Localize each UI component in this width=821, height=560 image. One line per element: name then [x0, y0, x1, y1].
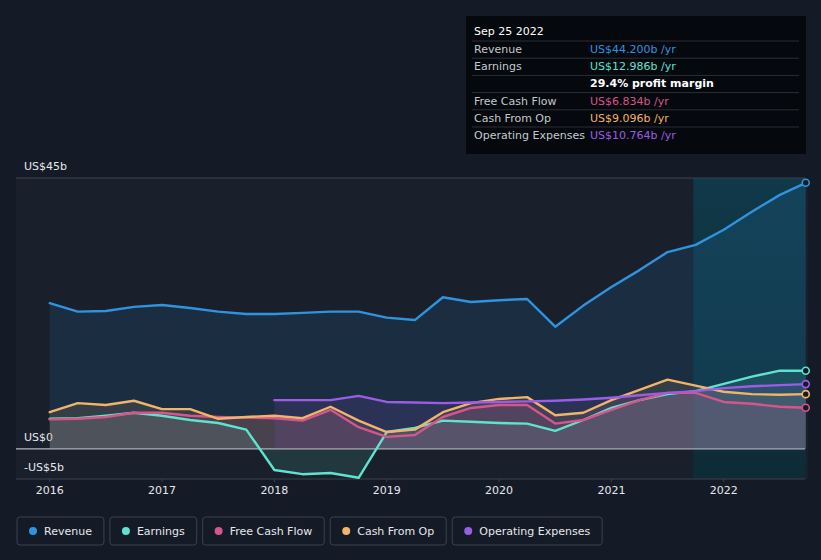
tooltip-value: US$9.096b /yr: [590, 112, 669, 125]
legend-label: Free Cash Flow: [230, 525, 313, 538]
x-tick-label: 2021: [597, 484, 625, 497]
x-tick: [49, 479, 50, 482]
x-tick: [499, 479, 500, 482]
area: [274, 384, 805, 449]
tooltip-value: US$6.834b /yr: [590, 95, 669, 108]
legend-box: [330, 517, 446, 545]
end-point: [802, 381, 809, 388]
plot-area: [16, 178, 808, 479]
legend-box: [17, 517, 104, 545]
line: [50, 380, 806, 432]
line: [274, 384, 805, 403]
legend-box: [203, 517, 325, 545]
legend-item: Operating Expenses: [452, 517, 602, 545]
legend-swatch: [122, 527, 130, 535]
legend-item: Revenue: [17, 517, 104, 545]
legend-label: Earnings: [137, 525, 185, 538]
tooltip-separator: [472, 109, 799, 110]
line: [50, 393, 806, 437]
tooltip-box: [466, 16, 806, 154]
legend-box: [110, 517, 197, 545]
x-tick: [274, 479, 275, 482]
legend-box: [452, 517, 602, 545]
legend-swatch: [464, 527, 472, 535]
tooltip-separator: [472, 92, 799, 93]
legend-item: Earnings: [110, 517, 197, 545]
area: [50, 371, 806, 478]
x-tick-label: 2017: [148, 484, 176, 497]
x-tick-label: 2020: [485, 484, 513, 497]
end-point: [802, 367, 809, 374]
tooltip-label: Operating Expenses: [474, 129, 585, 142]
y-tick-label: US$0: [24, 431, 53, 444]
legend-swatch: [29, 527, 37, 535]
area: [50, 183, 806, 449]
line: [50, 183, 806, 327]
x-tick-label: 2016: [36, 484, 64, 497]
grid-line: [16, 178, 805, 179]
legend-swatch: [215, 527, 223, 535]
tooltip-value: US$10.764b /yr: [590, 129, 676, 142]
area: [50, 380, 806, 449]
tooltip-value: 29.4% profit margin: [590, 77, 714, 90]
chart: -US$5b US$0 US$45b 2016 2017 2018 2019 2020 2021…: [0, 0, 821, 560]
y-tick-label: -US$5b: [24, 461, 64, 474]
grid-line: [16, 479, 805, 480]
tooltip-value: US$44.200b /yr: [590, 43, 676, 56]
tooltip-label: Revenue: [474, 43, 522, 56]
legend-item: Cash From Op: [330, 517, 446, 545]
y-tick-label: US$45b: [24, 160, 67, 173]
axis-line: [16, 479, 805, 480]
tooltip-label: Earnings: [474, 60, 522, 73]
line: [50, 371, 806, 478]
x-tick: [723, 479, 724, 482]
series-group: [50, 183, 806, 478]
x-tick: [162, 479, 163, 482]
tooltip-label: Free Cash Flow: [474, 95, 557, 108]
x-tick-label: 2019: [373, 484, 401, 497]
end-point: [802, 404, 809, 411]
tooltip-separator: [472, 41, 799, 42]
legend-item: Free Cash Flow: [203, 517, 325, 545]
end-point: [802, 391, 809, 398]
x-tick: [386, 479, 387, 482]
tooltip-separator: [472, 75, 799, 76]
x-tick: [611, 479, 612, 482]
tooltip-label: Cash From Op: [474, 112, 551, 125]
tooltip-date: Sep 25 2022: [474, 25, 544, 38]
legend-label: Revenue: [44, 525, 92, 538]
end-point: [802, 179, 809, 186]
legend-label: Cash From Op: [357, 525, 434, 538]
legend-swatch: [342, 527, 350, 535]
background: [0, 0, 821, 560]
tooltip-value: US$12.986b /yr: [590, 60, 676, 73]
legend-label: Operating Expenses: [479, 525, 590, 538]
x-tick-label: 2018: [260, 484, 288, 497]
tooltip: Sep 25 2022 Revenue US$44.200b /yr Earnings…: [466, 16, 806, 154]
x-tick-label: 2022: [710, 484, 738, 497]
tooltip-separator: [472, 58, 799, 59]
tooltip-separator: [472, 127, 799, 128]
